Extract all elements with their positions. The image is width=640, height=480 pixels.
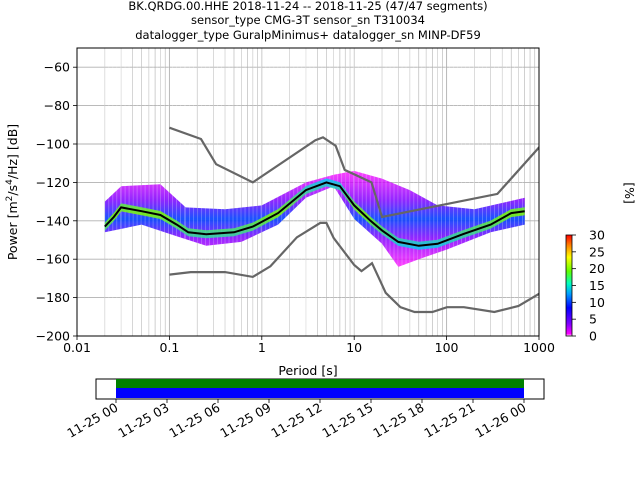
noise-models bbox=[169, 126, 539, 314]
chart-title-line-3: datalogger_type GuralpMinimus+ datalogge… bbox=[135, 28, 481, 42]
colorbar-label: [%] bbox=[622, 182, 637, 204]
median-psd bbox=[104, 181, 525, 247]
y-tick-label: −180 bbox=[36, 290, 70, 305]
y-label-sup2: 4 bbox=[5, 179, 15, 185]
y-tick-label: −60 bbox=[44, 60, 70, 75]
colorbar-tick-label: 25 bbox=[589, 244, 605, 259]
grid-lines bbox=[76, 48, 539, 337]
coverage-tick-label: 11-25 06 bbox=[166, 400, 222, 441]
x-tick-label: 1 bbox=[258, 340, 266, 355]
y-tick-label: −120 bbox=[36, 175, 70, 190]
colorbar-tick-label: 5 bbox=[589, 312, 597, 327]
x-axis-label: Period [s] bbox=[278, 363, 337, 378]
x-tick-label: 10 bbox=[346, 340, 362, 355]
psd-plot-area: 0.01 0.1 1 10 100 1000 −200 −180 −160 −140 −120 −1… bbox=[36, 47, 555, 355]
y-label-mid: /s bbox=[5, 185, 20, 196]
coverage-tick-label: 11-25 15 bbox=[319, 400, 375, 441]
y-tick-label: −200 bbox=[36, 329, 70, 344]
coverage-tick-label: 11-25 18 bbox=[370, 400, 426, 441]
colorbar-tick-label: 15 bbox=[589, 278, 605, 293]
coverage-tick-label: 11-25 12 bbox=[268, 400, 324, 441]
y-tick-label: −140 bbox=[36, 213, 70, 228]
x-tick-label: 100 bbox=[435, 340, 459, 355]
high-noise-model-line bbox=[169, 126, 539, 219]
y-axis-label: Power [m2/s4/Hz] [dB] bbox=[5, 124, 20, 260]
colorbar-tick-label: 10 bbox=[589, 295, 605, 310]
low-noise-model-line bbox=[169, 221, 539, 314]
x-tick-label: 0.1 bbox=[159, 340, 179, 355]
coverage-tick-label: 11-25 03 bbox=[115, 400, 171, 441]
x-tick-label: 0.01 bbox=[63, 340, 91, 355]
coverage-tick-label: 11-25 00 bbox=[64, 400, 120, 441]
chart-title-line-1: BK.QRDG.00.HHE 2018-11-24 -- 2018-11-25 … bbox=[128, 0, 487, 13]
colorbar-tick-label: 20 bbox=[589, 261, 605, 276]
y-label-tail: /Hz] [dB] bbox=[5, 124, 20, 179]
median-psd-line bbox=[104, 181, 525, 247]
coverage-tick-label: 11-25 09 bbox=[217, 400, 273, 441]
colorbar-tick-label: 30 bbox=[589, 228, 605, 243]
x-axis-ticks: 0.01 0.1 1 10 100 1000 bbox=[63, 336, 555, 355]
plot-frame bbox=[76, 47, 540, 337]
colorbar-tick-label: 0 bbox=[589, 329, 597, 344]
y-tick-label: −160 bbox=[36, 252, 70, 267]
y-tick-label: −100 bbox=[36, 137, 70, 152]
coverage-bar-blue bbox=[116, 388, 524, 398]
coverage-bar-green bbox=[116, 379, 524, 388]
colorbar-gradient bbox=[565, 234, 573, 337]
psd-density-heatmap bbox=[104, 48, 525, 336]
coverage-tick-label: 11-26 00 bbox=[472, 400, 528, 441]
chart-title-line-2: sensor_type CMG-3T sensor_sn T310034 bbox=[191, 13, 425, 27]
coverage-tick-label: 11-25 21 bbox=[421, 400, 477, 441]
y-label-main: Power [m bbox=[5, 201, 20, 260]
x-tick-label: 1000 bbox=[523, 340, 555, 355]
y-tick-label: −80 bbox=[44, 98, 70, 113]
y-label-sup1: 2 bbox=[5, 196, 15, 202]
y-axis-ticks: −200 −180 −160 −140 −120 −100 −80 −60 bbox=[36, 60, 77, 344]
psd-density-core bbox=[104, 178, 525, 250]
